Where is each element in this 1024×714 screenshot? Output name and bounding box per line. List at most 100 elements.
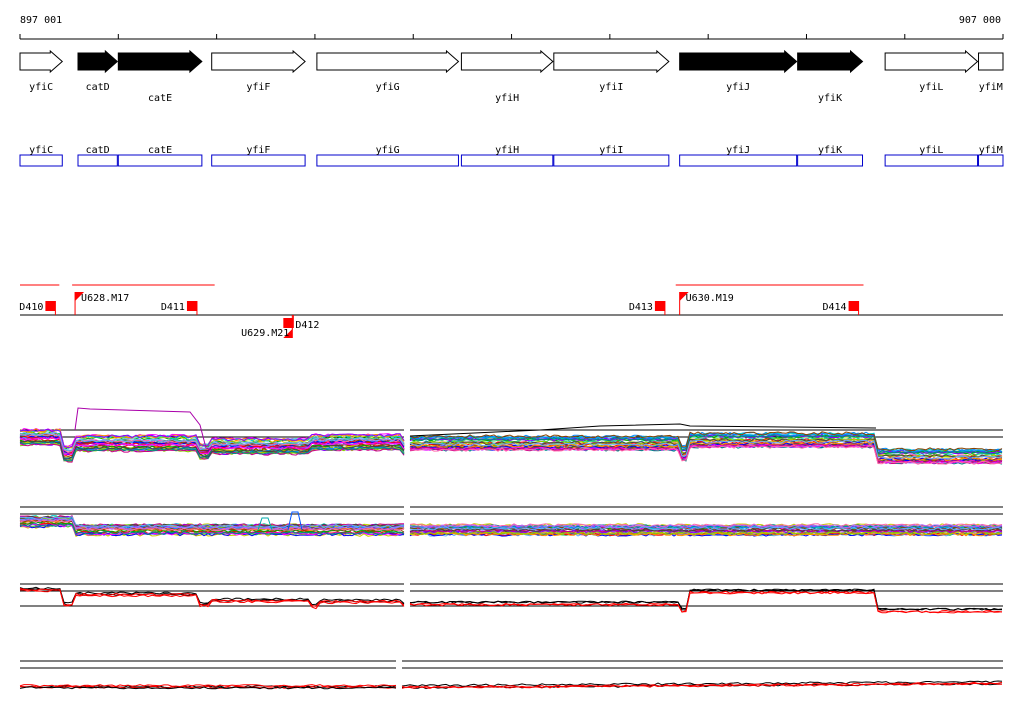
expression-trace	[409, 440, 1003, 462]
gene-box-track: yfiC catD catE yfiF yfiG yfiH yfiI yfiJ yfiK yfiL…	[19, 145, 1004, 167]
expression-panel-4	[19, 660, 1003, 690]
expression-trace	[19, 518, 405, 531]
promoter-flag	[283, 329, 293, 338]
gene-arrow-label-yfiJ: yfiJ	[726, 82, 750, 93]
gene-box-yfiC	[19, 154, 63, 167]
terminator-marker	[654, 301, 665, 311]
gene-arrow-catD	[77, 49, 119, 74]
gene-box-yfiF	[211, 154, 306, 167]
expression-trace	[409, 434, 1003, 455]
expression-trace	[409, 527, 1003, 532]
feature-label: U628.M17	[81, 293, 129, 304]
ruler-start-label: 897 001	[20, 15, 62, 26]
terminator-marker	[45, 301, 56, 311]
gene-box-yfiJ	[679, 154, 798, 167]
expression-trace	[409, 439, 1003, 460]
expression-trace	[19, 686, 397, 690]
feature-D413: D413	[629, 301, 666, 315]
gene-box-yfiI	[553, 154, 670, 167]
gene-arrow-yfiJ	[679, 49, 798, 74]
gene-arrow-yfiG	[316, 49, 460, 74]
gene-box-yfiH	[460, 154, 554, 167]
expression-trace	[409, 591, 1003, 614]
gene-arrow-yfiH	[460, 49, 554, 74]
ruler-end-label: 907 000	[959, 15, 1001, 26]
feature-label: D411	[161, 302, 185, 313]
feature-D414: D414	[822, 301, 860, 315]
gene-box-yfiL	[884, 154, 979, 167]
expression-trace	[19, 523, 405, 535]
gene-arrow-label-catD: catD	[86, 82, 110, 93]
feature-U630.M19: U630.M19	[679, 292, 734, 315]
feature-D412: D412	[283, 315, 319, 331]
gene-arrow-label-yfiI: yfiI	[599, 82, 623, 93]
gene-arrow-yfiF	[211, 49, 306, 74]
expression-trace	[409, 443, 1003, 464]
feature-markers: D410 U628.M17 D411 D412 U629.M21 D413 U630.M19…	[19, 292, 860, 339]
terminator-marker	[186, 301, 197, 311]
gene-box-label-catD: catD	[86, 145, 110, 156]
gene-box-yfiM	[978, 154, 1004, 167]
gene-arrow-label-yfiH: yfiH	[495, 93, 519, 104]
panel2-traces	[19, 511, 1003, 537]
gene-box-label-yfiF: yfiF	[246, 145, 270, 156]
expression-trace	[409, 530, 1003, 536]
expression-trace	[19, 436, 405, 456]
expression-trace	[409, 524, 1003, 529]
gene-arrow-label-yfiM: yfiM	[979, 82, 1003, 93]
panel3-traces	[19, 586, 1003, 614]
gene-arrow-track: yfiC catD catE yfiF yfiG yfiH yfiI yfiJ yfiK yfiL…	[19, 49, 1004, 104]
gene-arrow-yfiI	[553, 49, 670, 74]
expression-trace	[409, 431, 1003, 452]
expression-trace	[19, 684, 397, 688]
gene-arrow-yfiC	[19, 49, 64, 74]
expression-trace	[410, 434, 1003, 455]
gene-arrow-label-yfiG: yfiG	[376, 82, 400, 93]
expression-trace	[19, 433, 405, 453]
gene-box-catE	[117, 154, 203, 167]
gene-arrow-label-yfiK: yfiK	[818, 93, 842, 104]
gene-arrow-label-yfiF: yfiF	[246, 82, 270, 93]
gene-arrow-yfiK	[797, 49, 864, 74]
gene-arrow-yfiM	[978, 52, 1004, 71]
gene-box-yfiG	[316, 154, 459, 167]
feature-label: D414	[822, 302, 846, 313]
gene-arrow-catE	[117, 49, 203, 74]
expression-trace	[19, 428, 405, 449]
gene-box-label-yfiK: yfiK	[818, 145, 842, 156]
expression-trace	[19, 588, 405, 607]
expression-trace	[409, 526, 1003, 531]
expression-trace	[19, 518, 405, 532]
terminator-marker	[283, 318, 294, 328]
promoter-flag	[679, 292, 689, 301]
gene-arrow-yfiL	[884, 49, 979, 74]
gene-arrow-label-yfiC: yfiC	[29, 82, 53, 93]
panel4-traces	[19, 680, 1003, 690]
gene-arrow-label-catE: catE	[148, 93, 172, 104]
gene-box-label-yfiC: yfiC	[29, 145, 53, 156]
gene-box-yfiK	[797, 154, 864, 167]
gene-arrow-label-yfiL: yfiL	[919, 82, 943, 93]
expression-trace	[409, 523, 1003, 528]
ruler-ticks	[19, 34, 1004, 39]
feature-U628.M17: U628.M17	[74, 292, 129, 315]
expression-trace	[19, 439, 405, 460]
terminator-marker	[848, 301, 859, 311]
expression-spike	[287, 511, 303, 531]
expression-spike	[257, 517, 273, 531]
expression-trace	[19, 589, 405, 610]
expression-trace	[409, 444, 1003, 465]
feature-D411: D411	[161, 301, 198, 315]
feature-label: D410	[19, 302, 43, 313]
gene-box-catD	[77, 154, 118, 167]
expression-panel-2	[19, 506, 1003, 537]
coordinate-ruler: 897 001 907 000	[19, 15, 1004, 40]
promoter-flag	[75, 292, 85, 301]
feature-label: D412	[295, 320, 319, 331]
gene-box-label-catE: catE	[148, 145, 172, 156]
gene-box-label-yfiI: yfiI	[599, 145, 623, 156]
gene-box-label-yfiL: yfiL	[919, 145, 943, 156]
expression-trace	[401, 681, 1003, 689]
gene-box-label-yfiH: yfiH	[495, 145, 519, 156]
